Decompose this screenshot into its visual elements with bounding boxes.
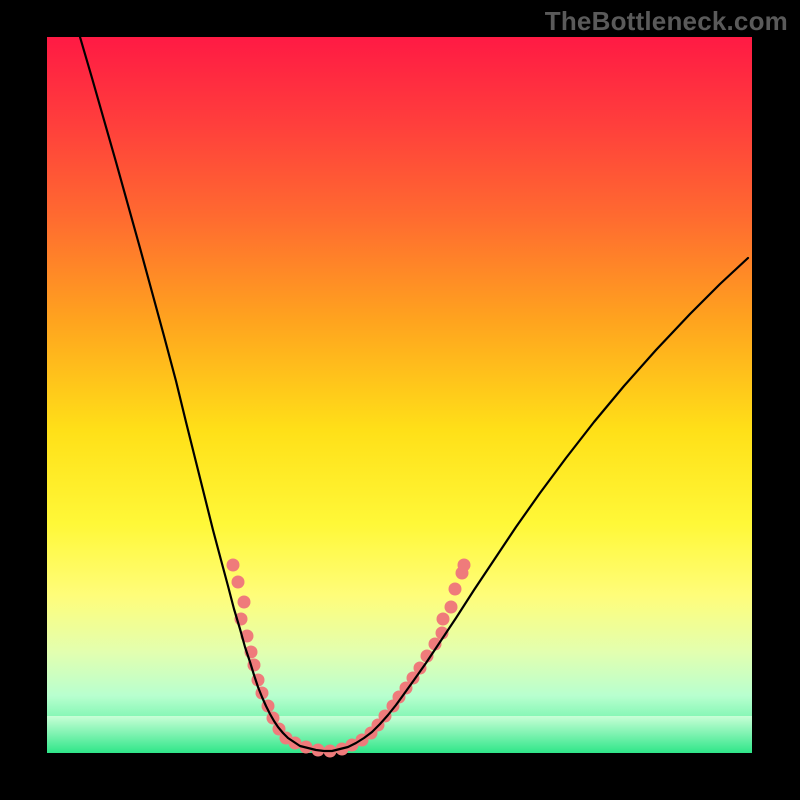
- data-bead: [232, 576, 245, 589]
- watermark-text: TheBottleneck.com: [545, 6, 788, 37]
- chart-container: TheBottleneck.com: [0, 0, 800, 800]
- data-bead: [458, 559, 471, 572]
- data-bead: [445, 601, 458, 614]
- data-bead: [437, 613, 450, 626]
- plot-background: [47, 37, 752, 753]
- bottleneck-chart: [0, 0, 800, 800]
- bottom-green-band: [47, 716, 752, 753]
- data-bead: [227, 559, 240, 572]
- data-bead: [238, 596, 251, 609]
- data-bead: [449, 583, 462, 596]
